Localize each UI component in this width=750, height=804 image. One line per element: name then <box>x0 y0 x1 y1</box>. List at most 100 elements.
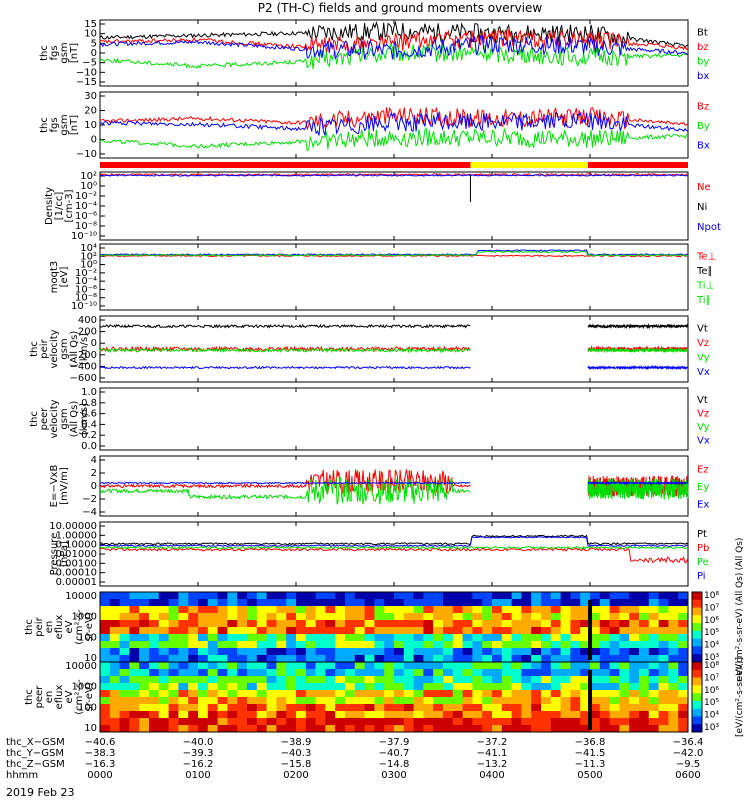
y-axis-label-line: moqt3 <box>49 261 60 294</box>
spectrogram-cell <box>305 711 317 719</box>
spectrogram-cell <box>619 690 630 698</box>
spectrogram-cell <box>256 683 268 691</box>
y-axis-label-line: peer <box>39 407 50 431</box>
spectrogram-cell <box>668 725 679 733</box>
spectrogram-cell <box>100 676 111 684</box>
spectrogram-cell <box>119 634 130 642</box>
spectrogram-cell <box>354 613 366 621</box>
spectrogram-cell <box>237 669 248 677</box>
spectrogram-cell <box>354 711 366 719</box>
spectrogram-cell <box>286 697 297 705</box>
spectrogram-cell <box>599 627 611 635</box>
spectrogram-cell <box>413 704 424 712</box>
spectrogram-cell <box>286 634 297 642</box>
series-line <box>99 534 689 546</box>
y-tick-label: −600 <box>70 373 97 384</box>
spectrogram-cell <box>315 704 326 712</box>
spectrogram-cell <box>217 704 228 712</box>
spectrogram-cell <box>619 725 630 733</box>
spectrogram-cell <box>403 634 415 642</box>
spectrogram-cell <box>629 634 640 642</box>
spectrogram-cell <box>648 711 660 719</box>
y-tick-label: 0.0 <box>81 441 97 452</box>
spectrogram-cell <box>109 648 121 656</box>
series-line <box>99 536 689 547</box>
spectrogram-cell <box>580 613 591 621</box>
spectrogram-cell <box>207 704 219 712</box>
spectrogram-cell <box>384 711 395 719</box>
spectrogram-cell <box>276 620 287 628</box>
y-axis-label: thc peer velocity gsm (All Qs) [km/s] <box>29 399 90 438</box>
spectrogram-cell <box>472 606 483 614</box>
spectrogram-cell <box>462 634 473 642</box>
spectrogram-cell <box>178 676 189 684</box>
spectrogram-cell <box>668 634 679 642</box>
spectrogram-cell <box>139 655 150 663</box>
spectrogram-cell <box>227 627 238 635</box>
legend-entry-Vy: Vy <box>697 422 710 433</box>
spectrogram-cell <box>109 599 121 607</box>
spectrogram-cell <box>364 683 375 691</box>
spectrogram-cell <box>139 704 150 712</box>
spectrogram-cell <box>658 704 669 712</box>
spectrogram-cell <box>364 718 375 726</box>
spectrogram-cell <box>335 683 346 691</box>
spectrogram-cell <box>452 725 464 733</box>
spectrogram-cell <box>462 690 473 698</box>
spectrogram-cell <box>296 592 307 600</box>
spectrogram-cell <box>374 613 385 621</box>
spectrogram-cell <box>629 718 640 726</box>
spectrogram-cell <box>149 655 160 663</box>
spectrogram-cell <box>168 592 179 600</box>
spectrogram-cell <box>129 641 140 649</box>
spectrogram-cell <box>452 662 464 670</box>
spectrogram-cell <box>227 690 238 698</box>
spectrogram-cell <box>629 648 640 656</box>
spectrogram-cell <box>100 641 111 649</box>
spectrogram-cell <box>227 683 238 691</box>
y-axis-label-line: [nT] <box>69 115 80 135</box>
series-line <box>587 346 689 354</box>
spectrogram-cell <box>658 655 669 663</box>
spectrogram-cell <box>149 634 160 642</box>
spectrogram-cell <box>609 634 620 642</box>
spectrogram-cell <box>668 711 679 719</box>
spectrogram-cell <box>492 711 503 719</box>
spectrogram-cell <box>286 606 297 614</box>
spectrogram-cell <box>119 718 130 726</box>
spectrogram-cell <box>247 697 258 705</box>
spectrogram-cell <box>305 718 317 726</box>
spectrogram-cell <box>139 662 150 670</box>
spectrogram-cell <box>590 599 601 607</box>
spectrogram-cell <box>472 620 483 628</box>
spectrogram-cell <box>188 683 199 691</box>
spectrogram-cell <box>452 634 464 642</box>
spectrogram-cell <box>207 634 219 642</box>
spectrogram-cell <box>560 662 571 670</box>
spectrogram-cell <box>315 634 326 642</box>
spectrogram-cell <box>168 613 179 621</box>
spectrogram-cell <box>472 676 483 684</box>
spectrogram-cell <box>462 718 473 726</box>
legend-entry-Ni: Ni <box>697 202 707 213</box>
spectrogram-cell <box>590 697 601 705</box>
spectrogram-cell <box>207 683 219 691</box>
y-tick-label: 0.00001 <box>56 577 97 588</box>
spectrogram-cell <box>413 599 424 607</box>
spectrogram-cell <box>315 711 326 719</box>
spectrogram-cell <box>149 683 160 691</box>
spectrogram-cell <box>560 648 571 656</box>
spectrogram-cell <box>668 641 679 649</box>
spectrogram-cell <box>158 648 170 656</box>
spectrogram-cell <box>256 592 268 600</box>
spectrogram-cell <box>668 676 679 684</box>
y-axis-label-line: peir <box>34 616 45 636</box>
spectrogram-cell <box>119 669 130 677</box>
spectrogram-cell <box>364 676 375 684</box>
spectrogram-cell <box>433 669 444 677</box>
spectrogram-cell <box>560 704 571 712</box>
spectrogram-cell <box>541 676 552 684</box>
spectrogram-cell <box>639 704 650 712</box>
spectrogram-cell <box>452 613 464 621</box>
spectrogram-cell <box>668 662 679 670</box>
